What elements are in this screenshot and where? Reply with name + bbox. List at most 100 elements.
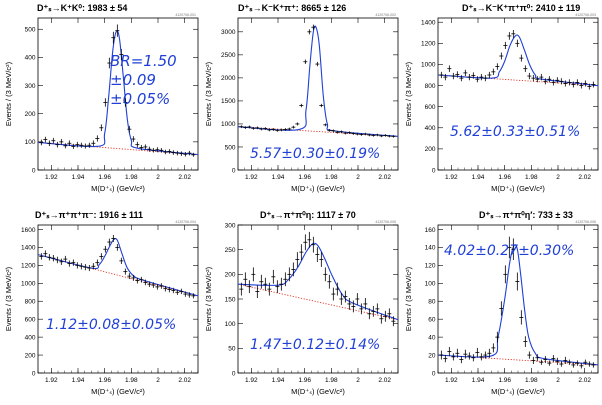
y-tick-label: 0 (32, 167, 36, 174)
data-point (63, 143, 68, 149)
panel-ds-pipi0etaprime: D⁺ₛ→π⁺π⁰η′: 733 ± 33 Events / (3 MeV/c²)… (404, 210, 599, 396)
data-point (519, 310, 524, 325)
branching-ratio-line: 5.62±0.33±0.51% (450, 124, 580, 140)
figure-id-stamp: 4120706-004 (175, 220, 196, 224)
y-axis-label: Events / (3 MeV/c²) (404, 266, 413, 331)
panel-title: D⁺ₛ→K⁻K⁺π⁺: 8665 ± 126 (238, 3, 346, 13)
data-point (179, 288, 184, 295)
y-tick-label: 1400 (421, 20, 436, 27)
data-point (119, 48, 124, 61)
data-point (451, 72, 456, 80)
data-point (507, 32, 512, 40)
data-point (523, 65, 528, 72)
x-tick-label: 1.98 (125, 174, 138, 181)
data-point (547, 360, 552, 366)
plot-area (438, 236, 598, 369)
data-point (487, 348, 492, 358)
data-point (191, 152, 196, 157)
data-point (331, 129, 336, 133)
data-point (283, 272, 288, 287)
data-point (119, 257, 124, 265)
x-tick-label: 1.92 (245, 174, 258, 181)
x-tick-label: 1.98 (525, 174, 538, 181)
data-point (315, 61, 320, 67)
data-point (255, 285, 260, 299)
data-point (387, 308, 392, 320)
data-point (591, 362, 596, 368)
data-point (251, 126, 256, 130)
data-point (103, 98, 108, 107)
data-point (323, 267, 328, 282)
branching-ratio-label: BR=1.50 ±0.09 ±0.05% (110, 52, 177, 108)
x-tick-label: 1.94 (472, 174, 485, 181)
plot-area (38, 234, 198, 299)
data-point (95, 135, 100, 142)
data-point (163, 149, 168, 155)
data-point (131, 136, 136, 142)
data-point (91, 263, 96, 270)
y-tick-label: 500 (225, 144, 236, 151)
data-point (455, 348, 460, 358)
branching-ratio-line: 4.02±0.27±0.30% (444, 243, 574, 259)
data-point (555, 77, 560, 84)
data-point (591, 81, 596, 88)
data-point (503, 41, 508, 50)
data-point (327, 129, 332, 132)
data-point (159, 283, 164, 289)
data-point (467, 352, 472, 360)
data-point (307, 29, 312, 35)
data-point (187, 292, 192, 298)
y-tick-label: 50 (228, 346, 236, 353)
x-tick-label: 1.98 (325, 377, 338, 384)
data-point (79, 142, 84, 148)
branching-ratio-label: 5.57±0.30±0.19% (250, 146, 380, 162)
y-tick-label: 160 (425, 227, 436, 234)
data-point (175, 289, 180, 295)
data-point (131, 274, 136, 281)
y-tick-label: 1400 (21, 245, 36, 252)
data-point (379, 134, 384, 138)
data-point (287, 127, 292, 131)
y-tick-label: 2000 (221, 75, 236, 82)
data-point (95, 259, 100, 266)
branching-ratio-line: BR=1.50 (110, 52, 177, 70)
data-point (303, 234, 308, 251)
data-point (111, 31, 116, 44)
data-point (343, 290, 348, 303)
data-point (439, 71, 444, 79)
data-point (47, 140, 52, 147)
data-point (339, 130, 344, 134)
data-point (167, 286, 172, 293)
data-point (555, 357, 560, 365)
data-point (463, 69, 468, 77)
panel-ds-kk0: D⁺ₛ→K⁺K⁰: 1983 ± 54 Events / (3 MeV/c²) … (4, 3, 199, 193)
data-point (123, 98, 128, 107)
background-fit-curve (238, 283, 398, 321)
x-axis-label: M(D⁺ₛ) (GeV/c²) (91, 387, 145, 396)
data-point (171, 150, 176, 155)
y-tick-label: 3000 (221, 29, 236, 36)
data-point (447, 65, 452, 72)
figure-id-stamp: 4120706-003 (575, 13, 596, 17)
data-point (471, 354, 476, 362)
data-point (283, 128, 288, 131)
data-point (155, 284, 160, 290)
data-point (319, 103, 324, 108)
data-point (463, 349, 468, 359)
x-tick-label: 1.96 (98, 377, 111, 384)
data-point (335, 130, 340, 134)
panel-ds-pipipi: D⁺ₛ→π⁺π⁺π⁻: 1916 ± 111 Events / (3 MeV/c… (4, 210, 199, 396)
y-tick-label: 200 (25, 111, 36, 118)
data-point (179, 151, 184, 156)
data-point (71, 143, 76, 149)
data-point (499, 52, 504, 60)
data-point (327, 274, 332, 289)
data-point (563, 356, 568, 365)
data-point (511, 238, 516, 260)
data-point (359, 133, 364, 136)
data-point (379, 313, 384, 324)
data-point (351, 132, 356, 135)
data-point (255, 126, 260, 130)
data-point (563, 80, 568, 87)
y-tick-label: 100 (25, 139, 36, 146)
